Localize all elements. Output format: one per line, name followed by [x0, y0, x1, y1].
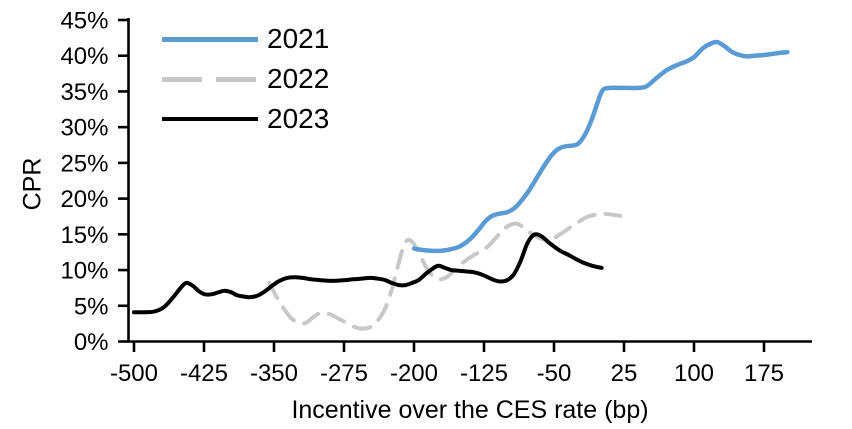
y-tick-label: 10%: [60, 258, 108, 285]
y-tick-label: 5%: [74, 293, 109, 320]
x-tick-label: -350: [250, 360, 298, 387]
legend-item-2023: 2023: [162, 99, 329, 139]
y-axis-title: CPR: [18, 157, 47, 211]
y-tick-label: 35%: [60, 79, 108, 106]
legend-item-2021: 2021: [162, 19, 329, 59]
x-tick-label: -425: [180, 360, 228, 387]
series-2023-line: [132, 232, 604, 315]
x-tick-label: -50: [537, 360, 572, 387]
y-tick-label: 40%: [60, 43, 108, 70]
legend-line-sample-2023: [162, 117, 258, 121]
legend-item-2022: 2022: [162, 59, 329, 99]
x-tick-label: -275: [320, 360, 368, 387]
legend: 2021 2022 2023: [162, 19, 329, 139]
y-tick-label: 20%: [60, 186, 108, 213]
x-tick-label: 100: [674, 360, 714, 387]
series-2022-line: [267, 211, 623, 331]
x-tick-label: 175: [744, 360, 784, 387]
y-tick-label: 45%: [60, 8, 108, 35]
x-tick-label: -500: [110, 360, 158, 387]
x-tick-label: 25: [611, 360, 638, 387]
y-tick-label: 25%: [60, 150, 108, 177]
y-tick-label: 30%: [60, 115, 108, 142]
x-tick-label: -200: [390, 360, 438, 387]
legend-label-2021: 2021: [267, 23, 330, 54]
x-tick-label: -125: [460, 360, 508, 387]
legend-label-2022: 2022: [267, 63, 330, 94]
y-tick-label: 15%: [60, 222, 108, 249]
y-tick-label: 0%: [74, 329, 109, 356]
legend-line-sample-2022: [162, 76, 258, 82]
series-2021-line: [411, 39, 790, 254]
x-axis-title: Incentive over the CES rate (bp): [291, 396, 649, 424]
legend-label-2023: 2023: [267, 103, 330, 134]
legend-line-sample-2021: [162, 36, 258, 42]
